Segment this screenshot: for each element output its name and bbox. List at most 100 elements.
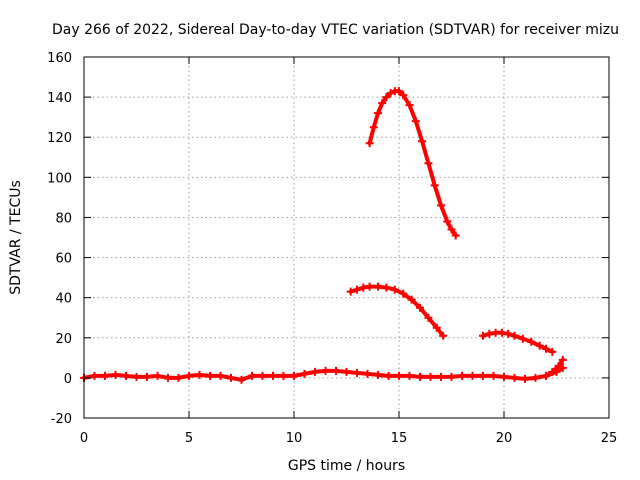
y-tick-label: 100 — [47, 171, 72, 186]
data-point — [384, 371, 393, 380]
data-point — [521, 374, 529, 383]
data-point — [405, 371, 414, 380]
series-arc-peak — [365, 87, 460, 240]
data-point — [542, 371, 550, 380]
data-point — [395, 371, 403, 380]
data-point — [558, 355, 567, 364]
data-point — [374, 370, 382, 379]
data-point — [416, 372, 424, 381]
data-point — [382, 283, 391, 292]
data-point — [504, 329, 513, 338]
data-point — [311, 367, 319, 376]
data-point — [395, 87, 403, 96]
data-point — [258, 371, 267, 380]
data-point — [518, 334, 527, 343]
series-layer — [80, 87, 567, 384]
y-tick-label: 0 — [64, 372, 72, 387]
data-point — [437, 201, 445, 210]
y-tick-label: 40 — [55, 292, 72, 307]
data-point — [227, 373, 235, 382]
data-point — [290, 371, 298, 380]
data-point — [269, 371, 277, 380]
data-point — [468, 371, 477, 380]
chart-title: Day 266 of 2022, Sidereal Day-to-day VTE… — [52, 22, 619, 38]
data-point — [548, 347, 557, 356]
data-point — [430, 181, 439, 190]
data-point — [411, 117, 420, 126]
data-point — [424, 159, 433, 168]
series-line — [367, 89, 458, 238]
data-point — [374, 282, 382, 291]
data-point — [111, 370, 120, 379]
data-point — [489, 371, 498, 380]
y-tick-label: 60 — [55, 252, 72, 267]
series-arc-late-rise — [542, 355, 567, 380]
data-point — [527, 337, 536, 346]
data-point — [443, 217, 452, 226]
data-point — [535, 341, 544, 350]
data-point — [424, 313, 433, 322]
data-point — [386, 89, 395, 98]
x-tick-label: 5 — [185, 431, 193, 446]
data-point — [164, 373, 172, 382]
series-line — [544, 357, 565, 378]
y-tick-label: 140 — [47, 91, 72, 106]
data-point — [353, 285, 361, 294]
grid-layer — [84, 57, 609, 418]
data-point — [365, 282, 374, 291]
data-point — [479, 371, 487, 380]
data-point — [342, 367, 351, 376]
data-point — [407, 295, 416, 304]
data-point — [447, 372, 456, 381]
data-point — [369, 123, 378, 132]
data-point — [510, 373, 519, 382]
plot-frame — [83, 56, 610, 419]
y-tick-label: 20 — [55, 332, 72, 347]
data-point — [399, 91, 408, 100]
y-tick-label: 80 — [55, 211, 72, 226]
data-point — [332, 366, 340, 375]
data-point — [279, 371, 288, 380]
x-tick-label: 25 — [601, 431, 618, 446]
data-point — [399, 289, 408, 298]
x-tick-label: 0 — [80, 431, 88, 446]
data-point — [237, 375, 246, 384]
data-point — [432, 323, 441, 332]
data-point — [447, 225, 456, 234]
tick-layer: 0 5 10 15 20 25 -20 0 20 40 60 80 100 120 140 160 — [47, 51, 617, 446]
data-point — [382, 93, 391, 102]
data-point — [363, 369, 372, 378]
data-point — [101, 371, 109, 380]
data-point — [346, 287, 355, 296]
data-point — [416, 303, 424, 312]
data-point — [558, 363, 567, 372]
data-point — [122, 371, 130, 380]
data-point — [390, 285, 399, 294]
data-point — [132, 372, 141, 381]
data-point — [216, 371, 225, 380]
data-point — [554, 361, 563, 370]
data-point — [374, 109, 382, 118]
series-arc-mid — [346, 282, 448, 340]
data-point — [500, 372, 508, 381]
data-point — [426, 372, 435, 381]
data-point — [485, 329, 494, 338]
series-arc-baseline — [80, 363, 567, 384]
data-point — [90, 371, 99, 380]
data-point — [439, 331, 448, 340]
y-axis-label: SDTVAR / TECUs — [8, 180, 24, 295]
data-point — [510, 331, 519, 340]
data-point — [458, 371, 466, 380]
x-tick-label: 20 — [496, 431, 513, 446]
y-tick-label: 160 — [47, 51, 72, 66]
data-point — [359, 283, 368, 292]
data-point — [451, 231, 460, 240]
data-point — [185, 371, 193, 380]
data-point — [248, 371, 256, 380]
data-point — [542, 344, 550, 353]
data-point — [378, 99, 387, 108]
data-point — [143, 372, 151, 381]
y-tick-label: 120 — [47, 131, 72, 146]
x-tick-label: 15 — [391, 431, 408, 446]
data-point — [405, 101, 414, 110]
